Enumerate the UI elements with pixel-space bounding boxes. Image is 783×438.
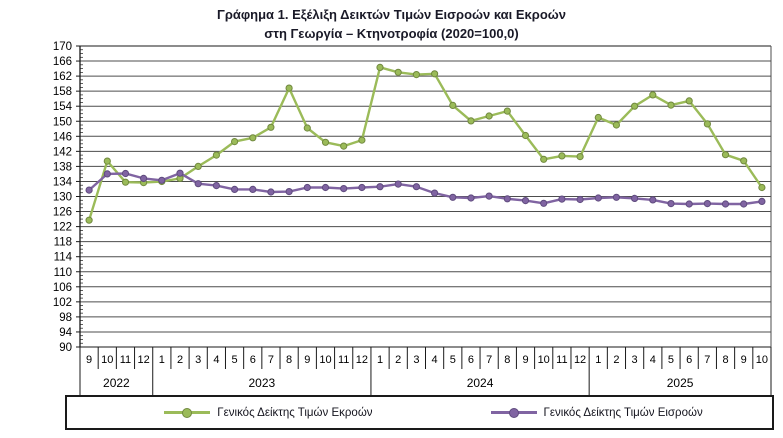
svg-text:4: 4 [213, 354, 219, 366]
legend: Γενικός Δείκτης Τιμών Εκροών Γενικός Δεί… [65, 395, 774, 430]
svg-text:12: 12 [356, 354, 368, 366]
svg-text:102: 102 [53, 297, 72, 309]
svg-text:3: 3 [632, 354, 638, 366]
chart-title: Γράφημα 1. Εξέλιξη Δεικτών Τιμών Εισροών… [0, 5, 783, 43]
svg-text:5: 5 [232, 354, 238, 366]
output-series-line-icon [164, 407, 211, 418]
svg-text:7: 7 [486, 354, 492, 366]
svg-text:9: 9 [304, 354, 310, 366]
svg-text:130: 130 [53, 192, 72, 204]
svg-text:3: 3 [195, 354, 201, 366]
svg-text:2: 2 [395, 354, 401, 366]
svg-text:5: 5 [668, 354, 674, 366]
svg-text:11: 11 [120, 354, 131, 366]
svg-text:2022: 2022 [103, 376, 130, 390]
svg-text:4: 4 [650, 354, 656, 366]
svg-text:138: 138 [53, 161, 72, 173]
svg-text:11: 11 [556, 354, 567, 366]
svg-text:6: 6 [686, 354, 692, 366]
svg-text:10: 10 [101, 354, 113, 366]
svg-text:134: 134 [53, 176, 73, 188]
svg-text:10: 10 [756, 354, 768, 366]
svg-text:158: 158 [53, 86, 72, 98]
svg-text:8: 8 [286, 354, 292, 366]
svg-text:9: 9 [86, 354, 92, 366]
svg-text:4: 4 [432, 354, 438, 366]
svg-text:126: 126 [53, 207, 72, 219]
svg-text:162: 162 [53, 71, 72, 83]
legend-label-output: Γενικός Δείκτης Τιμών Εκροών [217, 406, 373, 419]
svg-text:146: 146 [53, 131, 72, 143]
svg-text:8: 8 [722, 354, 728, 366]
svg-text:7: 7 [704, 354, 710, 366]
svg-text:90: 90 [59, 342, 72, 354]
svg-text:142: 142 [53, 146, 72, 158]
svg-text:2024: 2024 [467, 376, 494, 390]
svg-text:12: 12 [138, 354, 150, 366]
svg-text:166: 166 [53, 56, 72, 68]
svg-text:122: 122 [53, 222, 72, 234]
svg-text:114: 114 [54, 252, 73, 264]
svg-text:10: 10 [319, 354, 331, 366]
svg-text:6: 6 [250, 354, 256, 366]
svg-text:11: 11 [338, 354, 349, 366]
chart-title-line1: Γράφημα 1. Εξέλιξη Δεικτών Τιμών Εισροών… [217, 7, 566, 22]
svg-text:2: 2 [177, 354, 183, 366]
svg-text:98: 98 [59, 312, 72, 324]
svg-text:1: 1 [377, 354, 383, 366]
svg-text:2: 2 [613, 354, 619, 366]
gridlines [80, 45, 771, 348]
svg-text:106: 106 [53, 282, 72, 294]
svg-text:1: 1 [159, 354, 165, 366]
svg-text:2025: 2025 [667, 376, 694, 390]
svg-text:10: 10 [538, 354, 550, 366]
legend-item-output-price-index: Γενικός Δείκτης Τιμών Εκροών [164, 406, 373, 419]
series-input [85, 169, 766, 208]
svg-text:110: 110 [54, 267, 72, 279]
legend-item-input-price-index: Γενικός Δείκτης Τιμών Εισροών [490, 406, 703, 419]
svg-text:9: 9 [741, 354, 747, 366]
svg-text:7: 7 [268, 354, 274, 366]
svg-text:12: 12 [574, 354, 586, 366]
svg-text:8: 8 [504, 354, 510, 366]
svg-text:3: 3 [413, 354, 419, 366]
series-output [85, 63, 766, 224]
svg-text:1: 1 [595, 354, 601, 366]
y-axis: 170 166 162 158 154 150 146 142 138 134 130 126 122 1… [53, 41, 772, 354]
svg-text:150: 150 [53, 116, 72, 128]
svg-text:9: 9 [522, 354, 528, 366]
svg-text:2023: 2023 [248, 376, 275, 390]
chart-title-line2: στη Γεωργία – Κτηνοτροφία (2020=100,0) [264, 26, 519, 41]
svg-text:6: 6 [468, 354, 474, 366]
svg-text:170: 170 [53, 41, 72, 53]
svg-text:154: 154 [53, 101, 73, 113]
svg-text:5: 5 [450, 354, 456, 366]
x-axis: 9 10 11 12 1 2 3 4 5 6 7 8 9 10 11 12 1 2 3 4 5 6 7 8 9 10 11 12 1 2 3… [79, 347, 772, 395]
svg-text:118: 118 [54, 237, 72, 249]
input-series-line-icon [490, 407, 537, 418]
svg-text:94: 94 [59, 327, 72, 339]
legend-label-input: Γενικός Δείκτης Τιμών Εισροών [543, 406, 703, 419]
